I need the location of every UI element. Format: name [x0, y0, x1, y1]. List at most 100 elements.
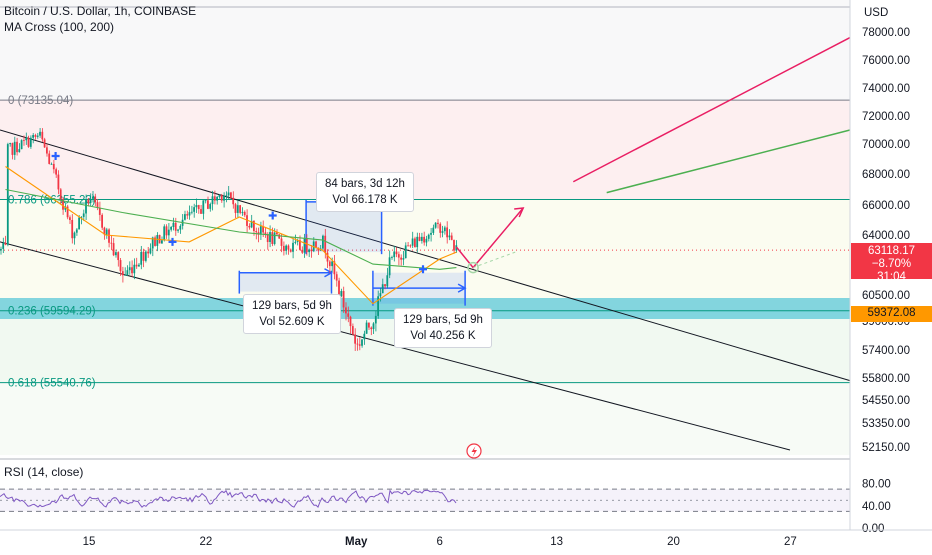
measure-label-3-bars: 129 bars, 5d 9h — [403, 314, 483, 326]
candle-body-103 — [236, 205, 239, 213]
candle-body-40 — [92, 196, 94, 199]
candle-body-42 — [96, 202, 99, 208]
candle-body-53 — [121, 271, 124, 276]
price-tick-1: 76000.00 — [862, 55, 910, 67]
candle-body-149 — [342, 291, 345, 308]
candle-body-33 — [75, 229, 78, 233]
price-tick-14: 52150.00 — [862, 442, 910, 454]
candle-body-122 — [280, 238, 283, 246]
candle-body-43 — [98, 207, 101, 215]
trend-line-green — [606, 129, 851, 194]
measure-label-2-bars: 129 bars, 5d 9h — [252, 300, 332, 312]
candle-body-165 — [379, 293, 382, 297]
candle-body-178 — [409, 245, 412, 247]
candle-body-71 — [163, 226, 166, 241]
measure-label-2[interactable]: 129 bars, 5d 9h Vol 52.609 K — [243, 294, 341, 334]
candle-body-197 — [453, 239, 455, 251]
price-tick-0: 78000.00 — [862, 27, 910, 39]
candle-body-173 — [397, 254, 400, 258]
candle-body-161 — [370, 327, 373, 330]
candle-body-6 — [13, 141, 16, 155]
candle-body-48 — [110, 242, 113, 244]
price-tick-6: 66000.00 — [862, 200, 910, 212]
candle-body-120 — [276, 232, 278, 235]
measure-label-2-vol: Vol 52.609 K — [259, 316, 325, 328]
measure-label-1[interactable]: 84 bars, 3d 12h Vol 66.178 K — [316, 172, 414, 212]
candle-body-77 — [177, 229, 179, 231]
rsi-tick-0: 80.00 — [862, 479, 891, 491]
measure-label-3-vol: Vol 40.256 K — [410, 330, 476, 342]
candle-body-191 — [439, 223, 442, 233]
candle-body-115 — [264, 232, 267, 235]
candle-body-105 — [241, 211, 244, 213]
candle-body-26 — [59, 189, 62, 200]
candle-body-14 — [32, 135, 34, 138]
candle-body-188 — [432, 227, 435, 233]
candle-body-5 — [11, 143, 14, 155]
candle-body-91 — [209, 204, 212, 209]
price-tick-11: 55800.00 — [862, 373, 910, 385]
candle-body-27 — [62, 199, 64, 210]
price-tick-13: 53350.00 — [862, 418, 910, 430]
candle-body-19 — [43, 139, 46, 148]
time-tick-4: 13 — [550, 536, 563, 548]
ma-cross-marker-1 — [168, 237, 177, 246]
candle-body-41 — [94, 196, 97, 203]
measure-label-1-bars: 84 bars, 3d 12h — [325, 178, 405, 190]
candle-body-49 — [112, 243, 115, 256]
fib-label-3: 0.618 (55540.76) — [8, 378, 96, 390]
candle-body-11 — [25, 137, 28, 141]
projection-arrow-path — [455, 207, 524, 269]
candle-body-96 — [220, 195, 223, 201]
candle-body-137 — [315, 241, 317, 248]
candle-body-164 — [377, 296, 379, 316]
candle-body-185 — [425, 238, 428, 243]
candle-body-116 — [266, 234, 269, 243]
ma-cross-marker-0 — [51, 152, 60, 160]
measure-label-3[interactable]: 129 bars, 5d 9h Vol 40.256 K — [394, 308, 492, 348]
candle-body-130 — [299, 240, 301, 250]
candle-body-3 — [6, 144, 9, 245]
candle-body-83 — [190, 211, 193, 213]
candle-body-109 — [250, 220, 253, 228]
ma-cross-marker-3 — [419, 265, 427, 274]
candle-body-90 — [207, 200, 209, 209]
candle-body-0 — [0, 248, 2, 251]
candle-body-51 — [117, 252, 120, 261]
ma-line-2 — [5, 188, 457, 270]
candle-body-85 — [195, 205, 198, 208]
candle-body-194 — [446, 227, 448, 238]
projection-alt-dashed — [472, 251, 516, 269]
candle-body-142 — [326, 252, 329, 262]
trend-line-red — [572, 36, 851, 183]
price-tick-12: 54550.00 — [862, 395, 910, 407]
candle-body-186 — [427, 234, 430, 239]
candle-body-102 — [234, 204, 237, 213]
candle-body-152 — [349, 316, 352, 327]
candle-body-123 — [282, 245, 285, 251]
candle-body-23 — [52, 163, 55, 170]
candle-body-128 — [294, 241, 297, 243]
rsi-tick-1: 40.00 — [862, 501, 891, 513]
candle-body-144 — [331, 261, 333, 267]
candle-body-21 — [48, 153, 51, 164]
candle-body-93 — [213, 196, 216, 201]
price-tick-4: 70000.00 — [862, 139, 910, 151]
candle-body-104 — [239, 205, 241, 213]
candle-body-125 — [287, 245, 290, 250]
candle-body-74 — [170, 226, 172, 230]
candle-body-16 — [36, 135, 39, 137]
candle-body-98 — [225, 195, 228, 197]
candle-body-119 — [273, 232, 276, 244]
candle-body-131 — [301, 249, 304, 253]
candle-body-10 — [23, 140, 25, 141]
candle-body-141 — [324, 235, 327, 253]
candle-body-45 — [103, 227, 106, 235]
candle-body-44 — [101, 214, 103, 228]
price-tick-8: 60500.00 — [862, 290, 910, 302]
candle-body-148 — [340, 291, 343, 296]
candle-body-189 — [434, 222, 437, 228]
rsi-band — [0, 489, 850, 512]
candle-body-72 — [165, 226, 168, 236]
